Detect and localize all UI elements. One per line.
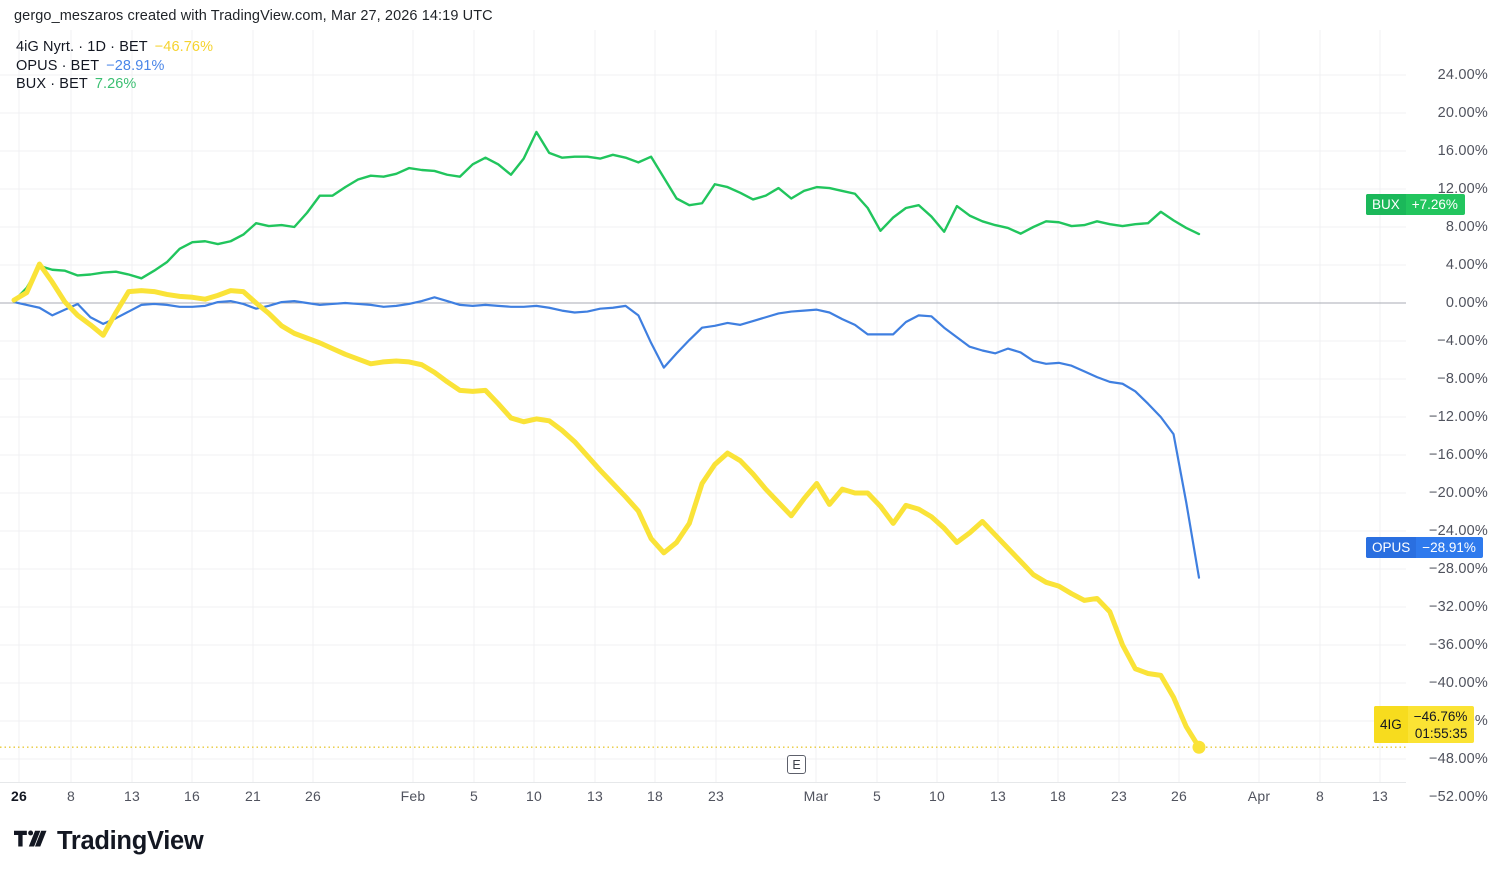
price-axis-tick: −52.00% [1428, 789, 1488, 805]
price-axis-tick: −20.00% [1428, 485, 1488, 501]
price-axis-tick: −24.00% [1428, 523, 1488, 539]
time-axis-tick: 10 [526, 788, 542, 804]
legend-item-4ig[interactable]: 4iG Nyrt. · 1D · BET −46.76% [16, 38, 213, 57]
price-axis-tick: −32.00% [1428, 599, 1488, 615]
price-axis-tick: −28.00% [1428, 561, 1488, 577]
legend-label-4ig: 4iG Nyrt. · 1D · BET [16, 39, 148, 55]
time-axis-tick: 13 [124, 788, 140, 804]
time-axis-tick: 26 [1171, 788, 1187, 804]
price-axis-tick: 8.00% [1445, 219, 1488, 235]
time-axis-tick: 18 [1050, 788, 1066, 804]
tradingview-logo-icon [14, 828, 48, 855]
time-axis-tick: Apr [1247, 788, 1271, 804]
price-axis-tick: 16.00% [1437, 143, 1488, 159]
badge-ticker: OPUS [1366, 537, 1417, 558]
series-line-opus[interactable] [12, 296, 1201, 579]
time-axis-tick: 13 [587, 788, 603, 804]
tradingview-footer: TradingView [14, 826, 204, 855]
chart-legend: 4iG Nyrt. · 1D · BET −46.76% OPUS · BET −2… [16, 38, 213, 94]
series-line-4ig[interactable] [11, 261, 1202, 750]
earnings-marker-icon[interactable]: E [787, 755, 806, 774]
price-axis-tick: −12.00% [1428, 409, 1488, 425]
price-axis-tick: 0.00% [1445, 295, 1488, 311]
chart-pane[interactable]: 4iG Nyrt. · 1D · BET −46.76% OPUS · BET −2… [0, 30, 1406, 782]
time-axis-tick: 21 [245, 788, 261, 804]
price-axis-tick: −48.00% [1428, 751, 1488, 767]
time-axis-tick: 5 [873, 788, 881, 804]
price-axis-tick: −8.00% [1437, 371, 1488, 387]
series-line-bux[interactable] [12, 130, 1201, 303]
tradingview-wordmark: TradingView [57, 826, 204, 855]
time-axis-tick: 5 [470, 788, 478, 804]
time-axis-tick: 13 [1372, 788, 1388, 804]
earnings-marker-label: E [792, 757, 801, 772]
badge-ticker: 4IG [1374, 706, 1408, 743]
price-axis-tick: −40.00% [1428, 675, 1488, 691]
time-axis-tick: 26 [305, 788, 321, 804]
price-axis-tick: 12.00% [1437, 181, 1488, 197]
time-axis-tick: 8 [67, 788, 75, 804]
legend-label-opus: OPUS · BET [16, 57, 100, 74]
badge-ticker: BUX [1366, 194, 1406, 215]
time-axis-tick: Mar [803, 788, 829, 804]
badge-countdown: 01:55:35 [1414, 725, 1468, 741]
legend-item-opus[interactable]: OPUS · BET −28.91% [16, 57, 213, 76]
time-axis-tick: 13 [990, 788, 1006, 804]
badge-value: −46.76% 01:55:35 [1413, 708, 1468, 741]
time-axis-tick: 16 [184, 788, 200, 804]
time-axis-tick: 26 [11, 788, 27, 804]
legend-value-4ig: −46.76% [154, 39, 214, 55]
fourig-price-badge[interactable]: 4IG −46.76% 01:55:35 [1374, 706, 1475, 743]
price-axis-tick: −36.00% [1428, 637, 1488, 653]
legend-label-bux: BUX · BET [16, 76, 88, 93]
chart-plot-area[interactable] [0, 30, 1406, 782]
legend-item-bux[interactable]: BUX · BET 7.26% [16, 75, 213, 94]
price-axis-tick: 24.00% [1437, 67, 1488, 83]
opus-price-badge[interactable]: OPUS −28.91% [1366, 537, 1483, 558]
badge-value: −28.91% [1422, 540, 1476, 555]
price-axis-tick: −16.00% [1428, 447, 1488, 463]
legend-value-opus: −28.91% [106, 57, 165, 74]
bux-price-badge[interactable]: BUX +7.26% [1366, 194, 1465, 215]
time-axis-tick: 18 [647, 788, 663, 804]
price-axis-tick: 4.00% [1445, 257, 1488, 273]
time-axis-tick: 8 [1316, 788, 1324, 804]
time-axis-tick: 10 [929, 788, 945, 804]
legend-value-bux: 7.26% [94, 76, 137, 93]
badge-value: +7.26% [1411, 197, 1458, 212]
time-axis-tick: Feb [400, 788, 426, 804]
series-end-marker-4ig [1192, 740, 1206, 754]
price-axis[interactable]: 24.00% 20.00% 16.00% 12.00% 8.00% 4.00% 0.00% −… [1406, 30, 1500, 805]
price-axis-tick: 20.00% [1437, 105, 1488, 121]
time-axis[interactable]: 26 8 13 16 21 26 Feb 5 10 13 18 23 Mar 5 10 13 18 23 26 Apr… [0, 782, 1406, 812]
time-axis-tick: 23 [708, 788, 724, 804]
price-axis-tick: −4.00% [1437, 333, 1488, 349]
time-axis-tick: 23 [1111, 788, 1127, 804]
attribution-text: gergo_meszaros created with TradingView.… [14, 8, 493, 24]
